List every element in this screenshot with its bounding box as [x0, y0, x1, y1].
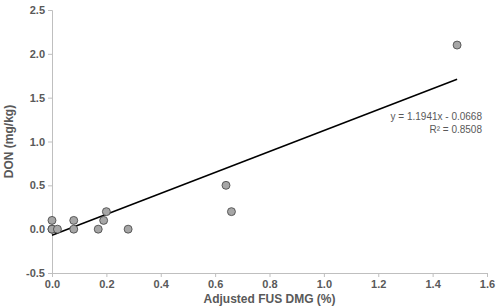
x-tick-label: 0.8 [262, 278, 277, 290]
x-tick-mark [270, 273, 271, 277]
y-axis-title: DON (mg/kg) [2, 105, 16, 178]
x-tick: 1.0 [317, 273, 332, 290]
y-tick-label: 1.5 [30, 92, 45, 104]
x-tick-mark [378, 273, 379, 277]
point [453, 41, 461, 49]
y-tick: 2.5 [30, 4, 52, 16]
point [124, 225, 132, 233]
annotations: y = 1.1941x - 0.0668 R² = 0.8508 [391, 111, 483, 135]
y-tick-label: 0.0 [30, 223, 45, 235]
y-axis: -0.5 0.0 0.5 1.0 1.5 2.0 2.5 [26, 4, 52, 279]
x-tick: 0.2 [99, 273, 114, 290]
x-tick: 1.2 [371, 273, 386, 290]
y-tick-label: 0.5 [30, 179, 45, 191]
x-tick-label: 1.4 [425, 278, 441, 290]
x-tick: 0.6 [208, 273, 223, 290]
point [94, 225, 102, 233]
y-tick: 0.5 [30, 179, 52, 191]
point [53, 225, 61, 233]
trendline [52, 79, 457, 235]
x-tick: 1.4 [425, 273, 441, 290]
y-tick-mark [48, 142, 52, 143]
x-tick: 0.4 [154, 273, 170, 290]
annotation: R² = 0.8508 [429, 124, 482, 135]
x-tick: 0.8 [262, 273, 277, 290]
y-tick-mark [48, 98, 52, 99]
point [48, 216, 56, 224]
x-tick-mark [324, 273, 325, 277]
marks [48, 41, 461, 235]
x-axis-title: Adjusted FUS DMG (%) [204, 292, 336, 306]
point [102, 208, 110, 216]
x-tick-mark [433, 273, 434, 277]
point [70, 225, 78, 233]
x-tick-label: 1.6 [480, 278, 495, 290]
y-tick-label: 2.0 [30, 48, 45, 60]
x-tick-label: 0.4 [154, 278, 170, 290]
y-tick: 2.0 [30, 48, 52, 60]
point [222, 181, 230, 189]
x-tick: 1.6 [480, 273, 495, 290]
y-tick: -0.5 [26, 267, 52, 279]
x-tick-mark [487, 273, 488, 277]
x-tick-label: 1.0 [317, 278, 332, 290]
y-tick: 1.0 [30, 136, 52, 148]
x-tick-mark [215, 273, 216, 277]
x-tick-label: 0.2 [99, 278, 114, 290]
point [227, 208, 235, 216]
y-tick-mark [48, 185, 52, 186]
annotation: y = 1.1941x - 0.0668 [391, 111, 483, 122]
y-tick-label: 2.5 [30, 4, 45, 16]
y-tick-label: 1.0 [30, 136, 45, 148]
y-tick-label: -0.5 [26, 267, 45, 279]
x-tick-label: 0.0 [45, 278, 60, 290]
y-tick-mark [48, 10, 52, 11]
point [70, 216, 78, 224]
x-tick-mark [161, 273, 162, 277]
y-tick: 1.5 [30, 92, 52, 104]
x-tick: 0.0 [45, 273, 60, 290]
x-tick-mark [106, 273, 107, 277]
y-tick-mark [48, 273, 52, 274]
x-tick-label: 0.6 [208, 278, 223, 290]
point [100, 216, 108, 224]
x-axis: 0.0 0.2 0.4 0.6 0.8 1.0 1.2 1.4 1.6 [45, 273, 495, 290]
chart: 0.00.20.40.60.81.01.21.41.6-0.50.00.51.0… [0, 0, 500, 308]
y-tick-mark [48, 54, 52, 55]
x-axis-line [53, 274, 488, 278]
y-axis-line [48, 11, 53, 274]
plot: 0.00.20.40.60.81.01.21.41.6-0.50.00.51.0… [26, 4, 495, 290]
x-tick-label: 1.2 [371, 278, 386, 290]
